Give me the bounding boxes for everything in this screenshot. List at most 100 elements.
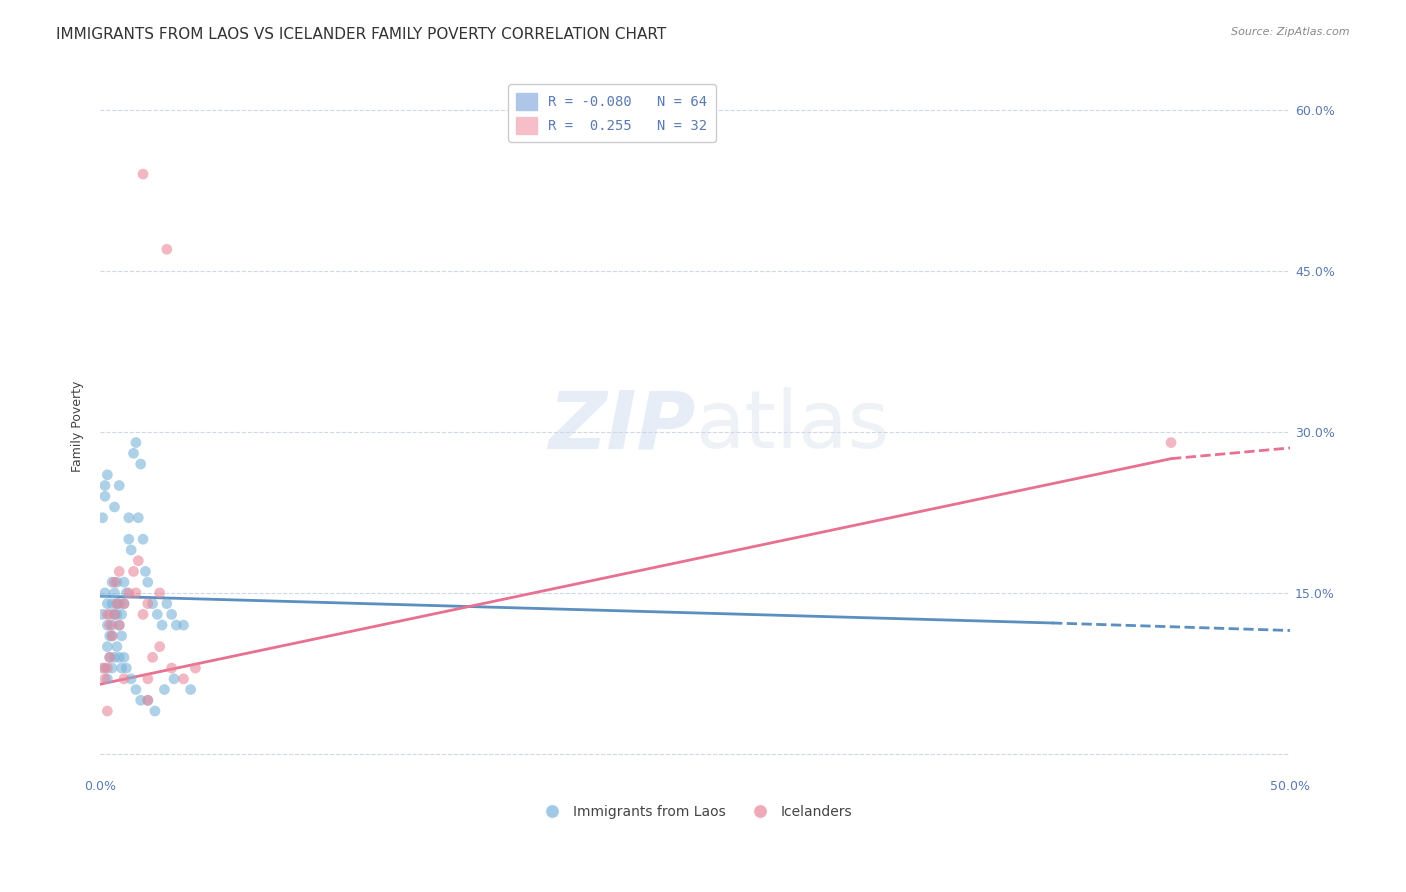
Point	[150, 618, 173, 632]
Point	[132, 167, 155, 181]
Point	[184, 661, 207, 675]
Point	[115, 586, 138, 600]
Point	[94, 661, 117, 675]
Text: atlas: atlas	[695, 387, 890, 466]
Point	[160, 661, 183, 675]
Point	[96, 597, 118, 611]
Point	[111, 607, 134, 622]
Point	[96, 661, 118, 675]
Point	[98, 607, 121, 622]
Point	[108, 618, 131, 632]
Point	[136, 575, 159, 590]
Point	[103, 607, 125, 622]
Point	[112, 575, 135, 590]
Legend: Immigrants from Laos, Icelanders: Immigrants from Laos, Icelanders	[533, 799, 858, 824]
Point	[127, 554, 149, 568]
Point	[136, 693, 159, 707]
Point	[101, 575, 124, 590]
Text: ZIP: ZIP	[548, 387, 695, 466]
Point	[142, 597, 165, 611]
Point	[129, 693, 152, 707]
Point	[108, 478, 131, 492]
Point	[142, 650, 165, 665]
Point	[101, 629, 124, 643]
Point	[94, 489, 117, 503]
Point	[101, 629, 124, 643]
Point	[98, 650, 121, 665]
Point	[98, 650, 121, 665]
Point	[94, 672, 117, 686]
Point	[132, 607, 155, 622]
Point	[103, 650, 125, 665]
Point	[120, 672, 142, 686]
Point	[180, 682, 202, 697]
Point	[111, 661, 134, 675]
Point	[105, 607, 128, 622]
Point	[105, 597, 128, 611]
Point	[134, 565, 156, 579]
Point	[112, 650, 135, 665]
Point	[149, 586, 172, 600]
Point	[96, 672, 118, 686]
Point	[94, 478, 117, 492]
Text: IMMIGRANTS FROM LAOS VS ICELANDER FAMILY POVERTY CORRELATION CHART: IMMIGRANTS FROM LAOS VS ICELANDER FAMILY…	[56, 27, 666, 42]
Point	[163, 672, 186, 686]
Point	[132, 533, 155, 547]
Point	[173, 672, 195, 686]
Point	[105, 640, 128, 654]
Point	[156, 597, 179, 611]
Point	[118, 533, 141, 547]
Point	[98, 629, 121, 643]
Point	[103, 586, 125, 600]
Point	[98, 618, 121, 632]
Point	[125, 586, 148, 600]
Point	[125, 435, 148, 450]
Point	[105, 575, 128, 590]
Point	[118, 510, 141, 524]
Text: Source: ZipAtlas.com: Source: ZipAtlas.com	[1232, 27, 1350, 37]
Point	[101, 618, 124, 632]
Point	[143, 704, 166, 718]
Point	[118, 586, 141, 600]
Point	[96, 704, 118, 718]
Y-axis label: Family Poverty: Family Poverty	[72, 381, 84, 472]
Point	[96, 618, 118, 632]
Point	[108, 565, 131, 579]
Point	[103, 607, 125, 622]
Point	[91, 607, 114, 622]
Point	[120, 543, 142, 558]
Point	[125, 682, 148, 697]
Point	[122, 446, 145, 460]
Point	[108, 618, 131, 632]
Point	[129, 457, 152, 471]
Point	[115, 661, 138, 675]
Point	[96, 467, 118, 482]
Point	[103, 575, 125, 590]
Point	[112, 672, 135, 686]
Point	[101, 661, 124, 675]
Point	[96, 640, 118, 654]
Point	[122, 565, 145, 579]
Point	[112, 597, 135, 611]
Point	[105, 597, 128, 611]
Point	[127, 510, 149, 524]
Point	[94, 586, 117, 600]
Point	[112, 597, 135, 611]
Point	[111, 629, 134, 643]
Point	[101, 597, 124, 611]
Point	[108, 597, 131, 611]
Point	[136, 693, 159, 707]
Point	[160, 607, 183, 622]
Point	[165, 618, 187, 632]
Point	[173, 618, 195, 632]
Point	[103, 500, 125, 514]
Point	[136, 672, 159, 686]
Point	[91, 510, 114, 524]
Point	[146, 607, 169, 622]
Point	[108, 650, 131, 665]
Point	[156, 242, 179, 256]
Point	[91, 661, 114, 675]
Point	[1160, 435, 1182, 450]
Point	[136, 597, 159, 611]
Point	[149, 640, 172, 654]
